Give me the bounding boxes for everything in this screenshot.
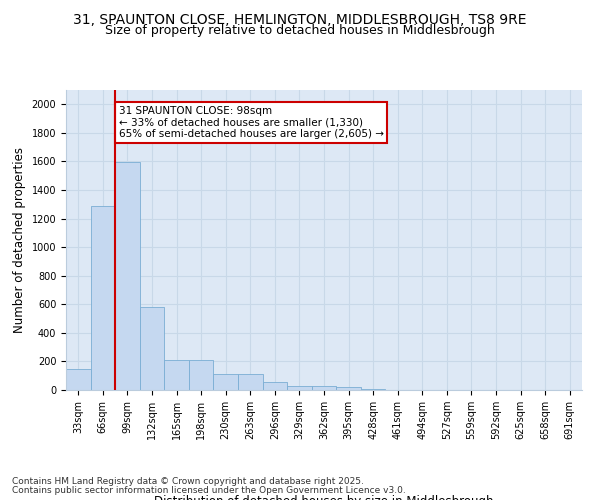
Bar [140,307,164,390]
Bar [91,206,115,390]
Text: Contains public sector information licensed under the Open Government Licence v3: Contains public sector information licen… [12,486,406,495]
Bar [312,386,336,390]
Bar [214,374,238,390]
Bar [238,374,263,390]
Text: Contains HM Land Registry data © Crown copyright and database right 2025.: Contains HM Land Registry data © Crown c… [12,477,364,486]
Bar [164,360,189,390]
Bar [189,360,214,390]
Bar [263,382,287,390]
Text: 31, SPAUNTON CLOSE, HEMLINGTON, MIDDLESBROUGH, TS8 9RE: 31, SPAUNTON CLOSE, HEMLINGTON, MIDDLESB… [73,12,527,26]
Bar [287,386,312,390]
X-axis label: Distribution of detached houses by size in Middlesbrough: Distribution of detached houses by size … [154,495,494,500]
Bar [336,388,361,390]
Bar [361,389,385,390]
Y-axis label: Number of detached properties: Number of detached properties [13,147,26,333]
Text: Size of property relative to detached houses in Middlesbrough: Size of property relative to detached ho… [105,24,495,37]
Text: 31 SPAUNTON CLOSE: 98sqm
← 33% of detached houses are smaller (1,330)
65% of sem: 31 SPAUNTON CLOSE: 98sqm ← 33% of detach… [119,106,384,139]
Bar [115,162,140,390]
Bar [66,368,91,390]
